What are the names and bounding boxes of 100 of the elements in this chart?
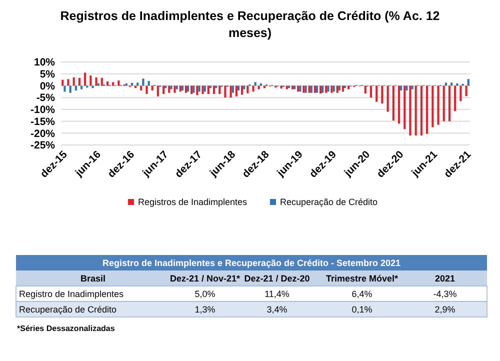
bar (392, 86, 394, 121)
text: 6,4% (352, 288, 372, 299)
y-tick-label: -10% (30, 104, 56, 116)
y-tick-label: -20% (30, 128, 56, 140)
bar (411, 86, 414, 90)
category-label: 2021 (434, 273, 456, 284)
category-label: Recuperação de Crédito (19, 304, 117, 314)
bar (207, 86, 210, 94)
bar (69, 86, 72, 93)
y-tick-label: -5% (36, 92, 56, 104)
bar (467, 79, 470, 86)
bar (338, 86, 340, 90)
bar (140, 86, 142, 90)
bar (381, 86, 384, 104)
legend-label: Recuperação de Crédito (280, 197, 378, 207)
bar (336, 86, 338, 93)
bar (235, 86, 238, 96)
bar (174, 86, 176, 93)
bar (344, 86, 346, 88)
bar (72, 77, 75, 86)
bar (246, 86, 249, 94)
bar (232, 86, 234, 93)
bar (460, 86, 462, 102)
bar (151, 86, 154, 90)
bar (364, 86, 366, 94)
bar (442, 86, 445, 122)
legend-label: Registros de Inadimplentes (138, 197, 248, 207)
bar (142, 78, 144, 86)
bar (432, 86, 434, 128)
text: 11,4% (264, 288, 290, 299)
bar (218, 86, 221, 94)
bar (181, 86, 184, 90)
bar (202, 86, 204, 94)
bar (426, 86, 428, 134)
bar (90, 76, 92, 86)
bar (230, 86, 232, 98)
bar (168, 86, 170, 93)
bar (420, 86, 422, 136)
bar (64, 86, 66, 92)
bar (84, 72, 86, 86)
bar (406, 86, 408, 90)
bar (212, 86, 216, 94)
bar (112, 82, 114, 86)
bar (437, 86, 440, 125)
bar (134, 86, 137, 88)
bar (404, 86, 406, 130)
text: Registro de Inadimplentes e Recuperação de Crédito - Setembro 2021 (102, 258, 401, 268)
y-tick-label: 0% (40, 80, 56, 92)
bar (164, 86, 167, 88)
bar (263, 86, 266, 88)
category-label: Dez-21 / Dez-20 (244, 273, 310, 284)
bar (215, 86, 218, 88)
bar (148, 80, 150, 86)
y-tick-label: 5% (40, 68, 56, 81)
bar (294, 86, 296, 90)
bar (67, 79, 70, 86)
bar (196, 86, 198, 96)
bar (80, 86, 83, 90)
category-label: Trimestre Móvel* (326, 273, 399, 284)
bar (254, 82, 256, 86)
chart-title: Registros de Inadimplentes e Recuperação de Crédito (% Ac. 12 meses) (60, 9, 440, 40)
bar (386, 86, 389, 112)
bar (204, 86, 206, 92)
bar (398, 86, 400, 124)
bar (314, 86, 316, 93)
bar (170, 86, 172, 90)
bar (95, 77, 98, 86)
y-tick-label: 10% (34, 56, 56, 69)
bar (136, 82, 139, 86)
bar (342, 86, 344, 92)
text: *Séries Dessazonalizadas (17, 324, 116, 333)
bar (146, 86, 148, 94)
bar (209, 86, 212, 88)
text: 5,0% (194, 288, 216, 299)
bar (286, 86, 288, 90)
bar (465, 86, 468, 96)
bar (288, 86, 290, 88)
bar (118, 80, 120, 86)
bar (240, 86, 244, 95)
bar (450, 82, 453, 86)
bar (78, 78, 80, 86)
y-tick-label: -15% (30, 116, 56, 128)
bar (414, 86, 417, 136)
category-label: Brasil (80, 273, 106, 284)
text: 1,3% (194, 304, 216, 314)
bar (448, 86, 451, 122)
text: 2,9% (434, 304, 456, 314)
bar (156, 86, 159, 96)
bar (187, 86, 190, 92)
bar (176, 86, 178, 90)
bar (100, 78, 103, 86)
bar (291, 86, 294, 90)
bar (237, 86, 240, 90)
bar (92, 86, 94, 88)
bar (322, 86, 324, 93)
text: 3,4% (266, 304, 288, 314)
text: -4,3% (433, 288, 457, 299)
bar (370, 86, 372, 98)
text: 0,1% (352, 304, 372, 314)
bar (454, 86, 456, 112)
